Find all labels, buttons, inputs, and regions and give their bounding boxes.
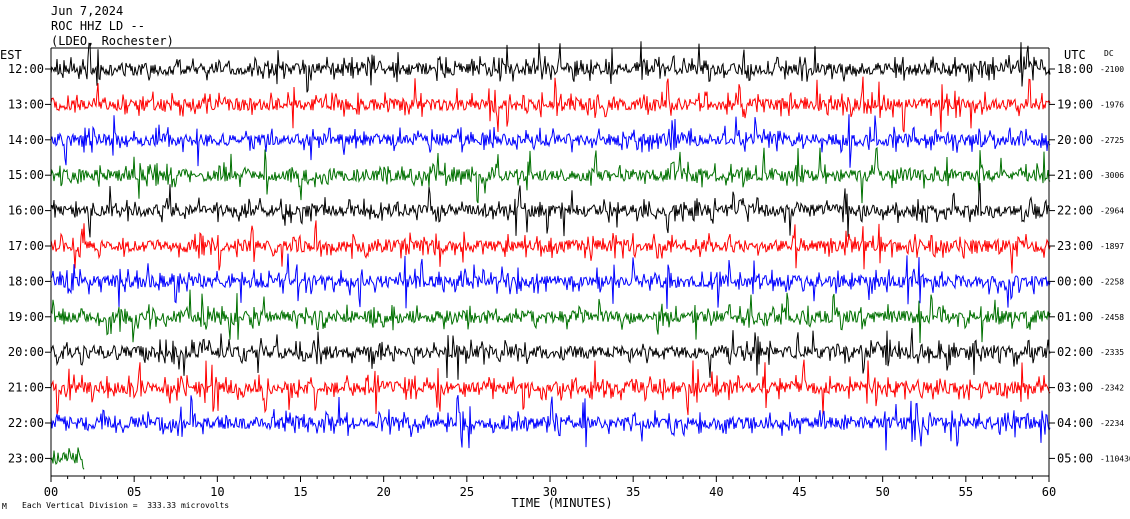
seismic-trace-8 [50,289,1051,344]
dc-offset-label: -2258 [1100,277,1124,286]
x-tick-label-10: 10 [210,485,224,499]
utc-time-label: 05:00 [1057,451,1093,465]
seismic-trace-9 [50,327,1051,380]
seismic-trace-6 [50,220,1051,274]
x-tick-label-20: 20 [376,485,390,499]
est-time-label: 21:00 [8,381,44,395]
scale-note: Each Vertical Division = 333.33 microvol… [22,501,230,510]
x-tick-label-35: 35 [626,485,640,499]
x-axis-label: TIME (MINUTES) [511,496,612,510]
utc-axis-label: UTC [1064,48,1086,62]
utc-time-label: 23:00 [1057,239,1093,253]
dc-offset-label: -3006 [1100,171,1124,180]
dc-offset-label: -1897 [1100,242,1124,251]
corner-mark: M [2,502,7,511]
est-time-label: 19:00 [8,310,44,324]
seismic-trace-12 [50,447,85,470]
seismic-trace-3 [50,114,1051,168]
trace-group [50,41,1051,470]
seismic-trace-11 [50,394,1051,451]
x-tick-label-45: 45 [792,485,806,499]
dc-axis-label: DC [1104,49,1114,58]
est-time-label: 15:00 [8,168,44,182]
seismic-trace-4 [50,146,1051,204]
x-tick-label-25: 25 [460,485,474,499]
est-axis-label: EST [0,48,22,62]
x-tick-label-60: 60 [1042,485,1056,499]
est-time-label: 20:00 [8,345,44,359]
label-group: 00 05 10 15 20 25 30 35 40 45 50 55 60 TIME (MINUTES)… [8,62,1130,510]
dc-offset-label: -2458 [1100,313,1124,322]
x-tick-label-00: 00 [44,485,58,499]
est-time-label: 16:00 [8,204,44,218]
dc-offset-label: -1976 [1100,100,1124,109]
utc-time-label: 18:00 [1057,62,1093,76]
header-date: Jun 7,2024 [51,4,124,18]
dc-offset-label: -2725 [1100,136,1124,145]
est-time-label: 23:00 [8,451,44,465]
utc-time-label: 02:00 [1057,345,1093,359]
seismic-trace-10 [50,359,1051,416]
x-tick-label-05: 05 [127,485,141,499]
x-tick-label-15: 15 [293,485,307,499]
est-time-label: 13:00 [8,97,44,111]
utc-time-label: 01:00 [1057,310,1093,324]
est-time-label: 22:00 [8,416,44,430]
seismic-trace-7 [50,253,1051,309]
est-time-label: 12:00 [8,62,44,76]
utc-time-label: 19:00 [1057,97,1093,111]
dc-offset-label: -2234 [1100,419,1124,428]
dc-offset-label: -1104300 [1100,454,1130,463]
header-network: (LDEO, Rochester) [51,34,174,48]
dc-offset-label: -2964 [1100,207,1124,216]
dc-offset-label: -2100 [1100,65,1124,74]
utc-time-label: 21:00 [1057,168,1093,182]
seismic-trace-5 [50,182,1051,238]
x-tick-label-40: 40 [709,485,723,499]
utc-time-label: 22:00 [1057,204,1093,218]
axes-group [45,47,1055,482]
x-tick-label-50: 50 [875,485,889,499]
utc-time-label: 04:00 [1057,416,1093,430]
dc-offset-label: -2342 [1100,384,1124,393]
utc-time-label: 03:00 [1057,381,1093,395]
est-time-label: 17:00 [8,239,44,253]
seismic-trace-2 [50,76,1051,133]
seismic-trace-1 [50,41,1051,93]
utc-time-label: 20:00 [1057,133,1093,147]
header-station: ROC HHZ LD -- [51,19,145,33]
dc-offset-label: -2335 [1100,348,1124,357]
x-tick-label-55: 55 [959,485,973,499]
est-time-label: 14:00 [8,133,44,147]
x-tick-label-30: 30 [543,485,557,499]
est-time-label: 18:00 [8,274,44,288]
utc-time-label: 00:00 [1057,274,1093,288]
